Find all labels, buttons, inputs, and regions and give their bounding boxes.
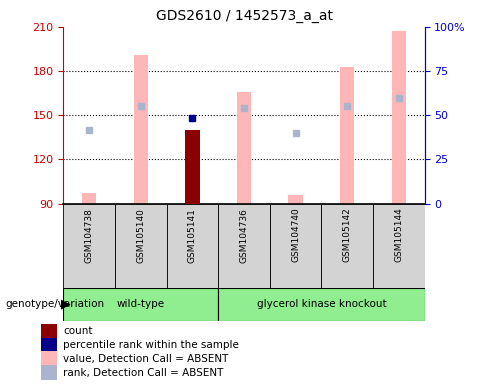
Text: wild-type: wild-type [117, 299, 165, 310]
Text: ▶: ▶ [61, 298, 71, 311]
Bar [134, 55, 148, 204]
Text: GSM104736: GSM104736 [240, 208, 248, 263]
Bar [63, 204, 115, 288]
Bar [82, 193, 97, 204]
Bar [166, 204, 218, 288]
Text: genotype/variation: genotype/variation [5, 299, 104, 310]
Text: GSM105141: GSM105141 [188, 208, 197, 263]
Title: GDS2610 / 1452573_a_at: GDS2610 / 1452573_a_at [156, 9, 332, 23]
Bar [373, 204, 425, 288]
Bar [185, 130, 200, 204]
Bar [41, 338, 57, 352]
Bar [63, 288, 218, 321]
Bar [391, 31, 406, 204]
Text: GSM104738: GSM104738 [85, 208, 94, 263]
Bar [237, 92, 251, 204]
Text: value, Detection Call = ABSENT: value, Detection Call = ABSENT [63, 354, 228, 364]
Bar [288, 195, 303, 204]
Bar [41, 366, 57, 380]
Text: glycerol kinase knockout: glycerol kinase knockout [257, 299, 386, 310]
Bar [322, 204, 373, 288]
Text: GSM104740: GSM104740 [291, 208, 300, 263]
Bar [218, 288, 425, 321]
Text: GSM105140: GSM105140 [136, 208, 145, 263]
Bar [41, 324, 57, 338]
Text: GSM105144: GSM105144 [394, 208, 403, 263]
Bar [218, 204, 270, 288]
Text: percentile rank within the sample: percentile rank within the sample [63, 340, 239, 350]
Bar [115, 204, 166, 288]
Text: GSM105142: GSM105142 [343, 208, 352, 263]
Bar [340, 67, 354, 204]
Bar [270, 204, 322, 288]
Text: rank, Detection Call = ABSENT: rank, Detection Call = ABSENT [63, 368, 224, 378]
Bar [41, 351, 57, 366]
Text: count: count [63, 326, 93, 336]
